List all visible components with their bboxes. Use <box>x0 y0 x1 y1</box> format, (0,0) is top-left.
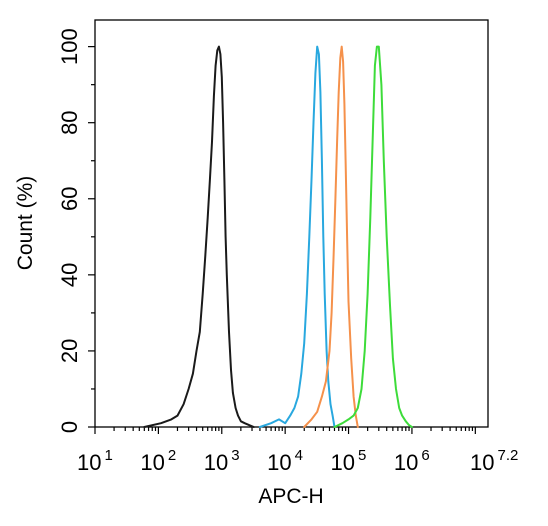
x-tick-base: 10 <box>267 450 291 475</box>
plot-frame <box>94 19 489 428</box>
x-tick-exponent: 6 <box>421 447 429 464</box>
x-tick-exponent: 1 <box>104 447 112 464</box>
x-tick-exponent: 5 <box>358 447 366 464</box>
x-tick-base: 10 <box>331 450 355 475</box>
x-tick-label: 10 7.2 <box>470 447 518 475</box>
x-tick-label: 10 3 <box>204 447 240 475</box>
x-axis-title: APC-H <box>258 485 323 508</box>
x-tick-label: 10 5 <box>331 447 367 475</box>
x-tick-label: 10 2 <box>140 447 176 475</box>
y-axis-title: Count (%) <box>14 176 37 271</box>
series-line-2 <box>258 45 336 428</box>
y-tick-label: 100 <box>57 28 82 65</box>
x-tick-label: 10 6 <box>394 447 430 475</box>
y-axis-ticks: 0 20 40 60 80 100 <box>57 28 95 433</box>
x-tick-exponent: 7.2 <box>497 447 518 464</box>
series-layer <box>143 45 413 428</box>
x-tick-exponent: 4 <box>295 447 303 464</box>
x-axis-ticks: 10 1 10 2 10 3 10 4 10 5 10 6 10 7.2 <box>77 427 518 475</box>
x-tick-label: 10 1 <box>77 447 113 475</box>
x-tick-base: 10 <box>394 450 418 475</box>
x-tick-base: 10 <box>470 450 494 475</box>
series-line-4 <box>333 45 413 428</box>
series-line-3 <box>303 45 359 428</box>
y-tick-label: 0 <box>57 421 82 433</box>
x-tick-label: 10 4 <box>267 447 303 475</box>
x-tick-exponent: 3 <box>231 447 239 464</box>
y-tick-label: 60 <box>57 187 82 211</box>
x-tick-base: 10 <box>77 450 101 475</box>
y-tick-label: 80 <box>57 110 82 134</box>
x-tick-exponent: 2 <box>168 447 176 464</box>
y-tick-label: 20 <box>57 339 82 363</box>
x-tick-base: 10 <box>140 450 164 475</box>
series-line-1 <box>143 45 255 428</box>
y-tick-label: 40 <box>57 263 82 287</box>
x-tick-base: 10 <box>204 450 228 475</box>
